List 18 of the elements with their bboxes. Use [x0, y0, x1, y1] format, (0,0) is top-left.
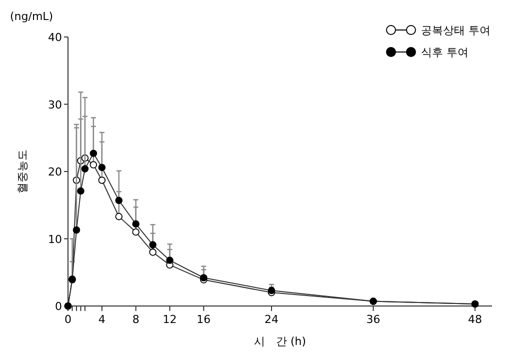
x-tick-label: 4: [98, 313, 106, 326]
x-tick-label: 12: [162, 313, 177, 326]
y-tick-label: 20: [48, 166, 62, 178]
x-tick-label: 48: [468, 313, 482, 326]
legend-label: 식후 투여: [421, 46, 468, 59]
y-tick-label: 0: [55, 300, 62, 313]
x-tick-label: 0: [64, 313, 72, 326]
x-tick-label: 24: [264, 313, 279, 326]
y-axis-title: 혈중농도: [16, 150, 29, 194]
x-tick-label: 36: [366, 313, 380, 326]
y-tick-label: 40: [48, 31, 62, 44]
x-tick-label: 8: [132, 313, 140, 326]
x-tick-label: 16: [196, 313, 211, 326]
y-tick-label: 30: [48, 98, 62, 112]
y-tick-label: 10: [48, 232, 62, 246]
x-axis-title: 시 간 (h): [254, 335, 306, 348]
text: (ng/mL): [10, 10, 54, 23]
legend-label: 공복상태 투여: [421, 24, 490, 37]
